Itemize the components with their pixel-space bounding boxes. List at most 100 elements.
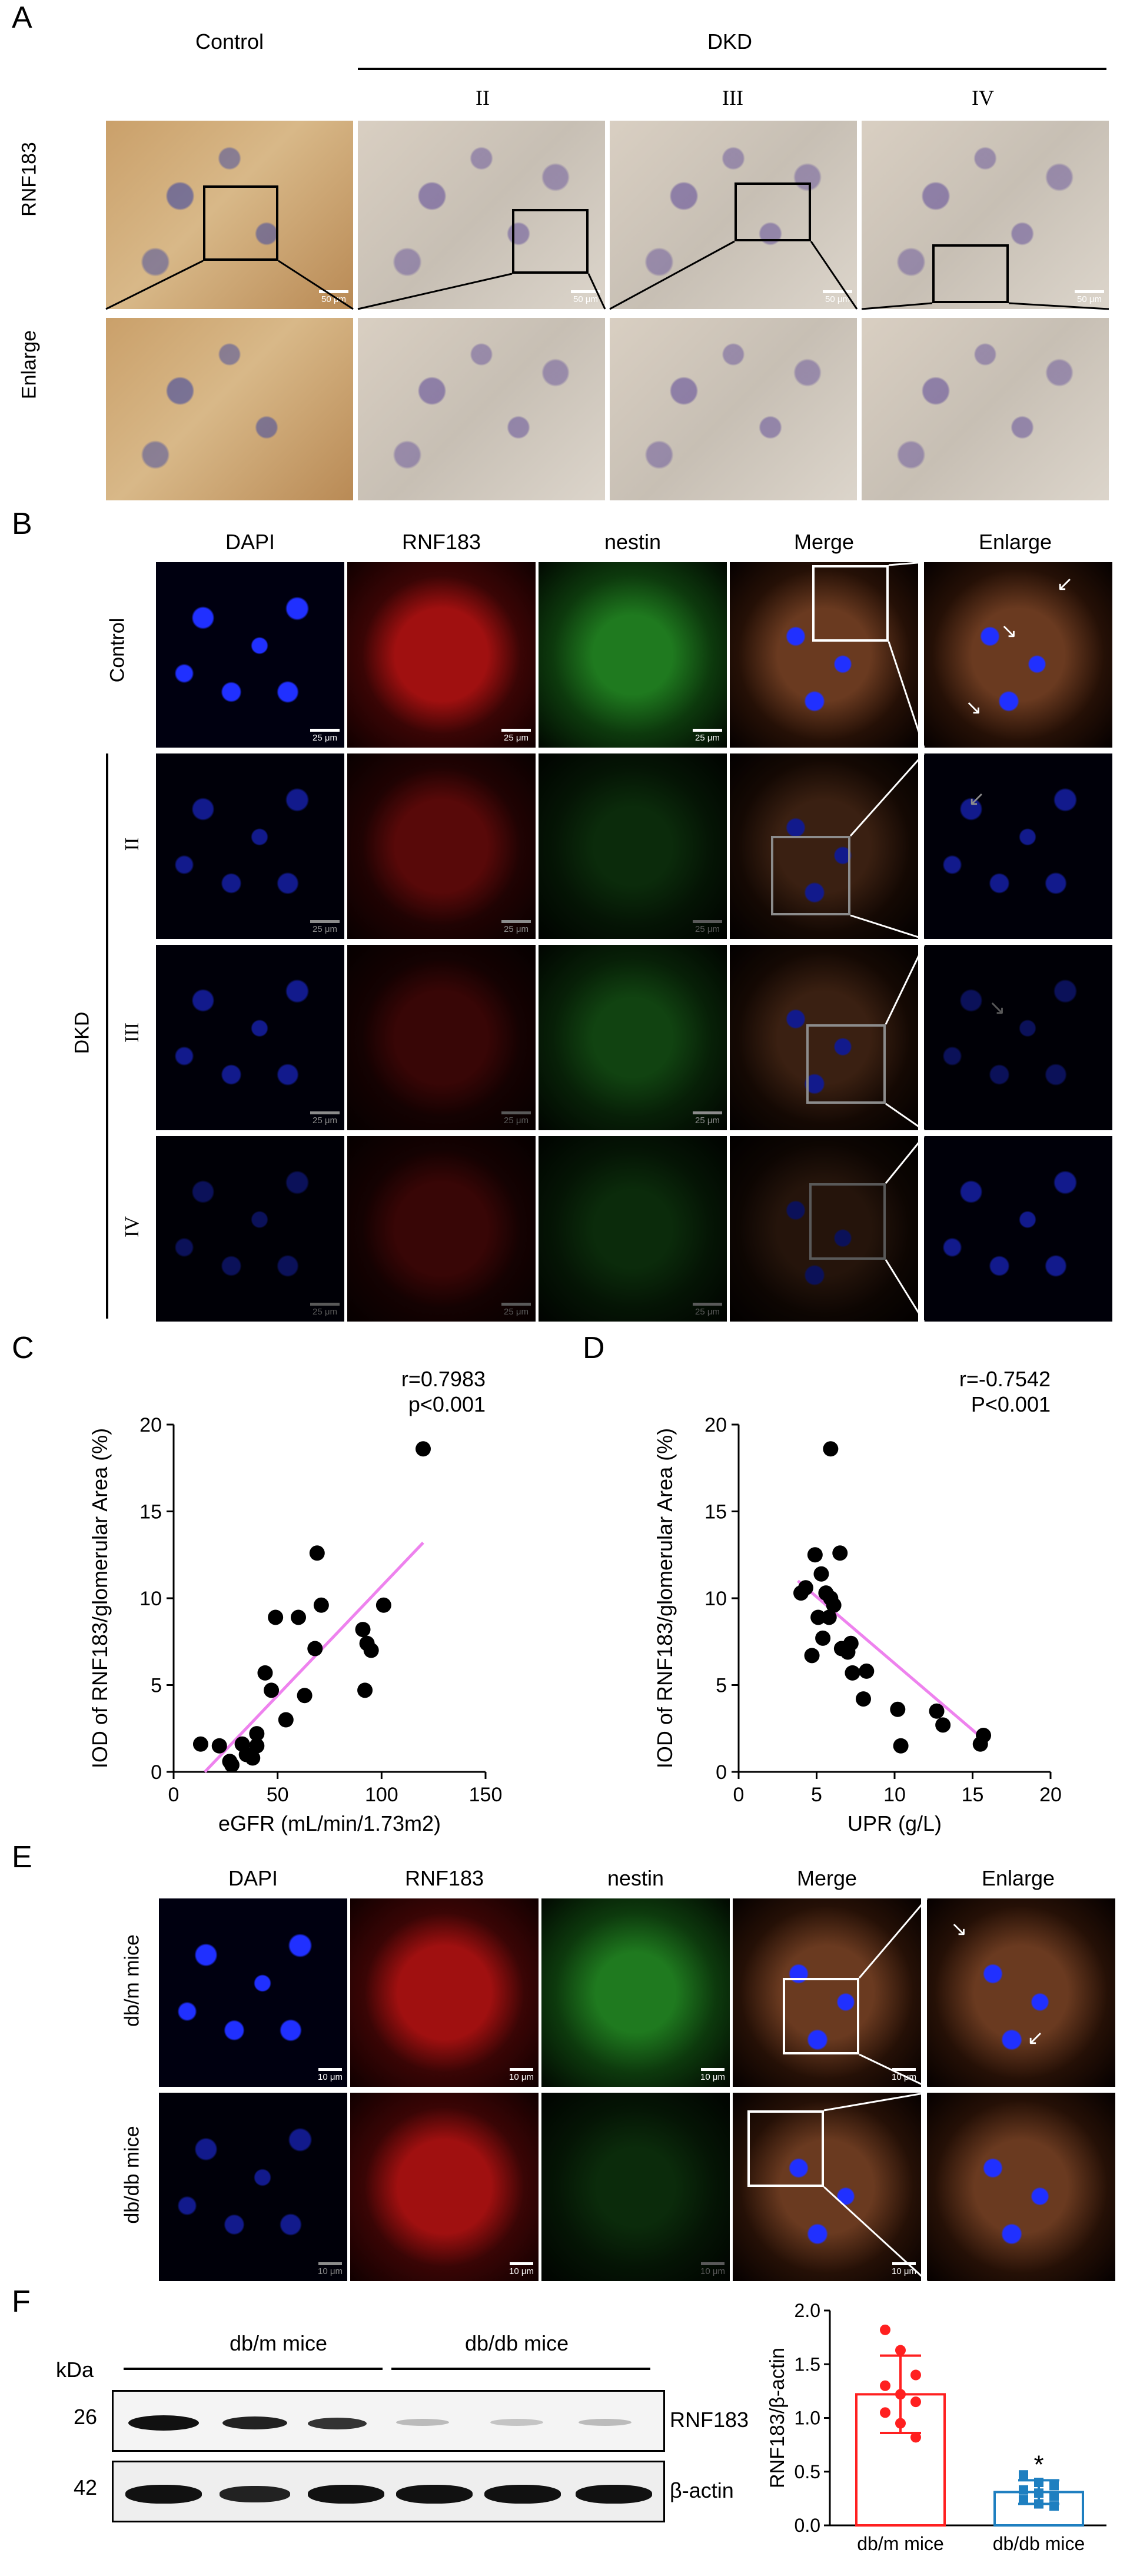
x-tick-label: 20 — [1039, 1784, 1062, 1806]
panel-label-d: D — [583, 1331, 605, 1365]
e-dbdb-nestin: 10 μm — [541, 2093, 730, 2281]
band — [579, 2419, 632, 2426]
data-point — [245, 1750, 261, 1766]
scale-bar: 50 μm — [823, 290, 852, 304]
ihc-dkd-iv-image: 50 μm — [862, 121, 1109, 309]
b-col-merge: Merge — [793, 530, 855, 554]
b-control-dapi: 25 μm — [156, 562, 344, 748]
y-axis-label: IOD of RNF183/glomerular Area (%) — [88, 1428, 112, 1768]
panel-label-b: B — [12, 507, 32, 541]
data-point — [813, 1566, 829, 1582]
b-ii-enlarge: ↙ — [924, 753, 1112, 939]
b-iii-dapi: 25 μm — [156, 945, 344, 1130]
blot-actin — [112, 2461, 665, 2522]
e-dbm-nestin: 10 μm — [541, 1898, 730, 2087]
scatter-chart-c: 0 5 10 15 20 0 50 100 150 eGFR (mL/min/1.73m2) IOD… — [88, 1367, 502, 1835]
e-dbdb-dapi: 10 μm — [159, 2093, 347, 2281]
e-dbm-dapi: 10 μm — [159, 1898, 347, 2087]
scale-bar: 25 μm — [501, 1111, 531, 1126]
scale-bar: 10 μm — [509, 2068, 534, 2082]
roi-box — [806, 1024, 886, 1104]
roi-box — [809, 1183, 886, 1260]
data-point — [355, 1622, 371, 1638]
scale-bar: 50 μm — [319, 290, 348, 304]
panel-label-a: A — [12, 1, 32, 35]
data-point — [880, 2407, 890, 2418]
data-point — [375, 1597, 391, 1613]
ihc-control-enlarge — [106, 318, 353, 500]
b-iv-dapi: 25 μm — [156, 1136, 344, 1322]
e-col-enlarge: Enlarge — [981, 1866, 1055, 1890]
ihc-control-image: 50 μm — [106, 121, 353, 309]
data-point — [1019, 2485, 1028, 2495]
band — [125, 2485, 202, 2504]
ihc-dkd-iii-image: 50 μm — [610, 121, 857, 309]
data-point — [1034, 2478, 1043, 2487]
scale-bar: 25 μm — [501, 920, 531, 934]
data-point — [224, 1757, 240, 1773]
b-iv-nestin: 25 μm — [539, 1136, 727, 1322]
e-col-merge: Merge — [796, 1866, 858, 1890]
e-col-rnf183: RNF183 — [404, 1866, 484, 1890]
arrow-icon: ↙ — [1056, 573, 1074, 595]
annotation-r: r=-0.7542 — [959, 1367, 1051, 1391]
b-col-rnf183: RNF183 — [401, 530, 481, 554]
y-tick-label: 15 — [139, 1501, 162, 1523]
scale-bar: 50 μm — [1075, 290, 1104, 304]
data-point — [1049, 2501, 1059, 2511]
y-tick-label: 5 — [716, 1675, 727, 1697]
arrow-icon: ↘ — [965, 696, 982, 719]
y-tick-label: 0 — [151, 1761, 162, 1784]
roi-box — [734, 182, 811, 241]
x-tick-label: 50 — [267, 1784, 289, 1806]
y-tick-label: 2.0 — [795, 2300, 820, 2321]
data-point — [257, 1665, 273, 1681]
band-actin-label: β-actin — [670, 2478, 734, 2502]
y-axis-label: RNF183/β-actin — [766, 2348, 789, 2488]
y-tick-label: 5 — [151, 1675, 162, 1697]
scale-bar: 25 μm — [693, 1111, 722, 1126]
scale-bar: 25 μm — [693, 1303, 722, 1317]
x-tick-label: 10 — [883, 1784, 906, 1806]
data-point — [893, 1738, 909, 1754]
b-iii-rnf183: 25 μm — [347, 945, 536, 1130]
b-control-enlarge: ↙ ↘ ↘ — [924, 562, 1112, 748]
data-point — [249, 1738, 265, 1754]
data-point — [832, 1545, 848, 1561]
roi-box — [747, 2110, 824, 2187]
data-point — [268, 1609, 284, 1625]
arrow-icon: ↘ — [1001, 620, 1018, 642]
data-point — [843, 1635, 859, 1651]
x-tick-label: db/db mice — [993, 2533, 1085, 2554]
ihc-dkd-ii-image: 50 μm — [358, 121, 605, 309]
e-dbm-rnf183: 10 μm — [350, 1898, 539, 2087]
y-tick-label: 0 — [716, 1761, 727, 1784]
band — [576, 2485, 652, 2504]
annotation-r: r=0.7983 — [401, 1367, 486, 1391]
b-col-enlarge: Enlarge — [978, 530, 1052, 554]
x-tick-label: 15 — [962, 1784, 984, 1806]
scale-bar: 10 μm — [509, 2262, 534, 2276]
band — [128, 2415, 199, 2431]
group-dbdb-line — [391, 2368, 650, 2370]
data-point — [935, 1717, 951, 1733]
scale-bar: 25 μm — [693, 729, 722, 743]
band — [484, 2485, 561, 2504]
data-point — [890, 1701, 906, 1717]
arrow-icon: ↙ — [968, 788, 985, 810]
scale-bar: 10 μm — [318, 2068, 343, 2082]
data-point — [895, 2345, 906, 2356]
roi-box — [932, 244, 1009, 303]
data-point — [192, 1736, 208, 1752]
data-point — [807, 1547, 823, 1563]
b-iv-rnf183: 25 μm — [347, 1136, 536, 1322]
roi-box — [783, 1978, 859, 2054]
data-point — [1049, 2491, 1059, 2501]
b-ii-merge — [730, 753, 918, 939]
band — [222, 2416, 287, 2429]
x-tick-label: 5 — [811, 1784, 822, 1806]
blot-rnf183 — [112, 2390, 665, 2452]
scale-bar: 25 μm — [310, 1303, 340, 1317]
annotation-p: P<0.001 — [971, 1392, 1051, 1416]
data-point — [821, 1609, 837, 1625]
